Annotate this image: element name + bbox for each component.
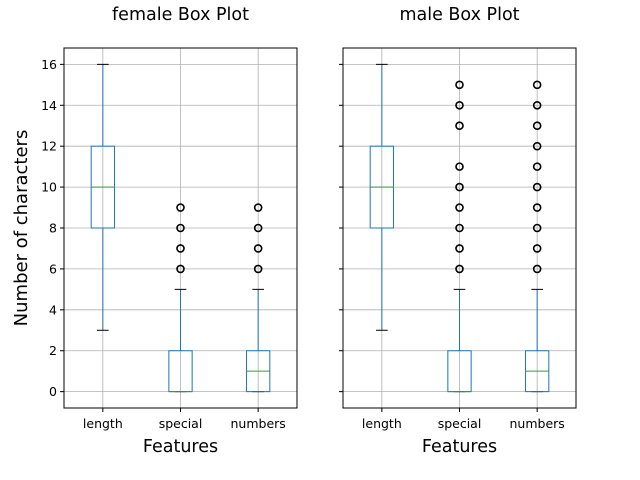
outlier-point xyxy=(532,100,542,110)
outlier-point xyxy=(455,182,464,192)
panel-title: male Box Plot xyxy=(399,5,519,25)
outlier-point xyxy=(176,244,185,253)
outlier-point xyxy=(455,264,464,274)
outlier-point xyxy=(532,80,542,90)
outlier-point xyxy=(532,264,542,274)
x-tick-label: numbers xyxy=(231,416,286,431)
box-special xyxy=(168,203,193,393)
outlier-point xyxy=(532,121,542,131)
x-tick-label: special xyxy=(159,416,203,431)
x-axis-label: Features xyxy=(143,437,218,457)
outlier-point xyxy=(532,203,542,212)
box-special xyxy=(447,80,472,393)
box-length xyxy=(90,63,115,331)
outlier-point xyxy=(532,244,542,253)
panel-female: 0 2 4 6 8 10 12 14 16 length special numbers female … xyxy=(41,5,298,457)
x-tick-label: length xyxy=(362,416,402,431)
outlier-point xyxy=(455,203,464,212)
outlier-point xyxy=(176,264,185,274)
y-tick-label: 6 xyxy=(49,261,57,276)
y-tick-label: 16 xyxy=(41,57,57,72)
y-tick-label: 4 xyxy=(49,302,57,317)
y-tick-label: 12 xyxy=(41,139,57,154)
outlier-point xyxy=(176,223,185,233)
outlier-point xyxy=(176,203,185,212)
outlier-point xyxy=(253,223,263,233)
outlier-point xyxy=(455,244,464,253)
y-tick-label: 0 xyxy=(49,384,57,399)
outlier-point xyxy=(532,162,542,171)
y-axis-label: Number of characters xyxy=(11,130,32,327)
outlier-point xyxy=(253,244,263,253)
panel-male: length special numbers male Box Plot Feature… xyxy=(339,5,577,457)
y-tick-label: 10 xyxy=(41,180,57,195)
outlier-point xyxy=(455,100,464,110)
outlier-point xyxy=(253,264,263,274)
chart-panels: 0 2 4 6 8 10 12 14 16 length special numbers female … xyxy=(41,5,577,457)
x-tick-label: special xyxy=(438,416,482,431)
outlier-point xyxy=(455,121,464,131)
x-tick-label: numbers xyxy=(510,416,565,431)
outlier-point xyxy=(455,223,464,233)
outlier-point xyxy=(455,80,464,90)
panel-title: female Box Plot xyxy=(112,5,249,25)
box-numbers xyxy=(525,80,550,393)
x-tick-label: length xyxy=(83,416,123,431)
outlier-point xyxy=(532,182,542,192)
outlier-point xyxy=(253,203,263,212)
x-axis-label: Features xyxy=(422,437,497,457)
outlier-point xyxy=(532,223,542,233)
y-tick-label: 14 xyxy=(41,98,57,113)
box-numbers xyxy=(246,203,271,393)
outlier-point xyxy=(532,141,542,151)
y-tick-label: 2 xyxy=(49,343,57,358)
outlier-point xyxy=(455,162,464,171)
box-length xyxy=(369,63,394,331)
y-tick-label: 8 xyxy=(49,221,57,236)
